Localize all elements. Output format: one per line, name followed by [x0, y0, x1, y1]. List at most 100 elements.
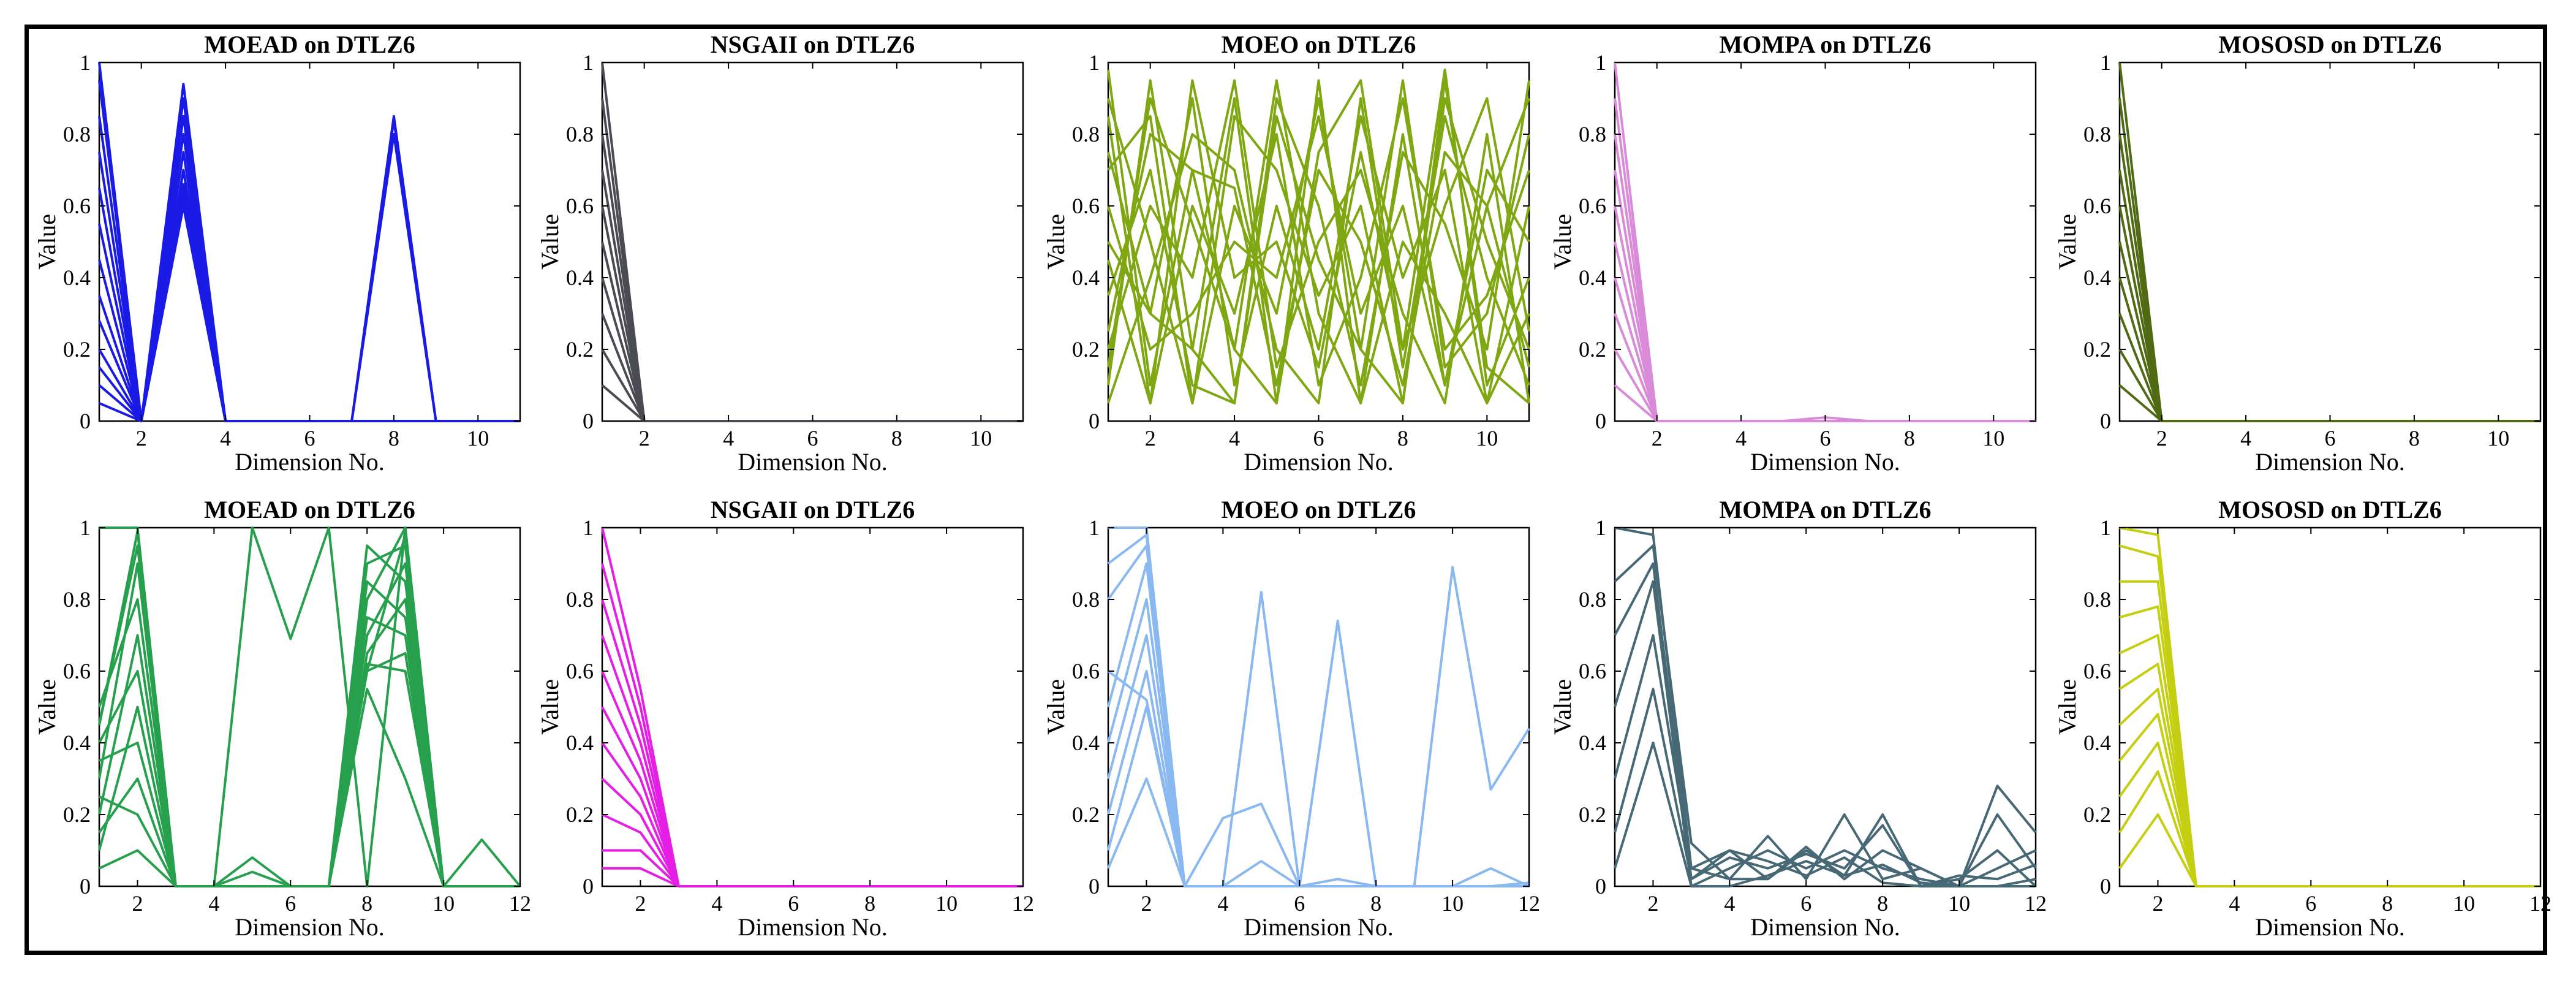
plot-area — [1614, 61, 2037, 422]
x-axis-label: Dimension No. — [235, 448, 384, 476]
y-tick-label: 0.6 — [566, 194, 594, 218]
y-tick-label: 0 — [1089, 409, 1100, 433]
y-axis-label: Value — [1549, 679, 1576, 735]
x-tick-label: 2 — [635, 891, 646, 916]
x-tick-label: 8 — [361, 891, 372, 916]
y-axis-label: Value — [2053, 214, 2081, 270]
x-tick-label: 6 — [285, 891, 296, 916]
plot-area — [2118, 61, 2542, 422]
x-tick-label: 8 — [2382, 891, 2393, 916]
x-tick-label: 2 — [1145, 426, 1156, 450]
series-line-10 — [1107, 777, 1529, 887]
x-tick-label: 8 — [1397, 426, 1408, 450]
y-axis-label: Value — [536, 214, 564, 270]
series-lines — [1107, 68, 1530, 405]
x-tick-label: 4 — [1229, 426, 1240, 450]
y-tick-label: 0.2 — [1579, 337, 1606, 362]
y-tick-label: 0.2 — [1579, 802, 1606, 827]
x-tick-label: 4 — [723, 426, 734, 450]
series-line-10 — [1107, 79, 1530, 405]
y-tick-label: 0.4 — [1072, 731, 1100, 755]
x-tick-label: 10 — [970, 426, 992, 450]
y-tick-label: 0.2 — [566, 337, 594, 362]
x-tick-label: 4 — [2240, 426, 2251, 450]
y-tick-label: 1 — [1089, 50, 1100, 75]
plot-area — [98, 61, 521, 422]
y-tick-label: 1 — [80, 515, 91, 540]
x-tick-label: 4 — [1736, 426, 1747, 450]
series-line-13 — [1107, 79, 1530, 405]
y-tick-label: 0.8 — [63, 122, 91, 146]
y-tick-label: 0.6 — [1579, 194, 1606, 218]
y-tick-label: 0.2 — [2083, 337, 2111, 362]
y-tick-label: 0.6 — [2083, 194, 2111, 218]
series-line-12 — [98, 544, 520, 887]
y-tick-label: 0.8 — [63, 587, 91, 612]
chart-title: MOEAD on DTLZ6 — [204, 31, 415, 58]
plot-area — [1107, 526, 1530, 887]
y-tick-label: 0.8 — [566, 587, 594, 612]
y-tick-label: 0.6 — [1072, 194, 1100, 218]
y-tick-label: 0.6 — [1072, 659, 1100, 683]
chart-panel-2: 2 4 6 8 10 0 0.2 0.4 0.6 0.8 1 NSGAII on DTLZ6 Dimen… — [536, 31, 1024, 476]
series-line-7 — [1614, 742, 2036, 887]
y-tick-label: 1 — [2100, 50, 2111, 75]
x-tick-label: 6 — [1313, 426, 1324, 450]
series-line-3 — [1107, 97, 1530, 405]
y-tick-label: 0.2 — [63, 337, 91, 362]
y-axis-label: Value — [1042, 214, 1070, 270]
y-tick-label: 1 — [80, 50, 91, 75]
x-tick-label: 2 — [132, 891, 143, 916]
x-tick-label: 4 — [711, 891, 722, 916]
x-tick-label: 10 — [1476, 426, 1498, 450]
x-tick-label: 6 — [788, 891, 799, 916]
y-tick-label: 0.4 — [2083, 731, 2111, 755]
y-tick-label: 0 — [583, 874, 594, 899]
y-tick-label: 0.8 — [2083, 122, 2111, 146]
x-tick-label: 2 — [1141, 891, 1152, 916]
x-tick-label: 2 — [639, 426, 650, 450]
x-tick-label: 2 — [1647, 891, 1658, 916]
x-tick-label: 10 — [1982, 426, 2004, 450]
y-tick-label: 0.8 — [566, 122, 594, 146]
x-tick-label: 2 — [2156, 426, 2167, 450]
x-axis-label: Dimension No. — [1244, 913, 1393, 941]
x-tick-label: 4 — [208, 891, 219, 916]
y-tick-label: 0.2 — [1072, 802, 1100, 827]
x-axis-label: Dimension No. — [1244, 448, 1393, 476]
plot-area — [601, 526, 1024, 887]
x-tick-label: 12 — [2529, 891, 2551, 916]
chart-panel-3: 2 4 6 8 10 0 0.2 0.4 0.6 0.8 1 MOEO on DTLZ6 Dimensi… — [1042, 31, 1530, 476]
chart-title: MOMPA on DTLZ6 — [1720, 31, 1932, 58]
y-tick-label: 0.6 — [2083, 659, 2111, 683]
chart-panel-10: 2 4 6 8 10 12 0 0.2 0.4 0.6 0.8 1 MOSOSD on DTLZ6 Dim… — [2053, 496, 2551, 941]
y-tick-label: 0.8 — [1579, 587, 1606, 612]
x-tick-label: 10 — [467, 426, 489, 450]
y-tick-label: 0.6 — [63, 659, 91, 683]
x-tick-label: 12 — [509, 891, 531, 916]
plot-area — [601, 61, 1024, 422]
series-line-7 — [1107, 80, 1530, 405]
x-axis-label: Dimension No. — [738, 913, 887, 941]
x-tick-label: 6 — [304, 426, 315, 450]
y-axis-label: Value — [33, 214, 61, 270]
series-lines — [1107, 526, 1530, 887]
y-tick-label: 1 — [583, 50, 594, 75]
y-tick-label: 0.8 — [1072, 587, 1100, 612]
x-tick-label: 4 — [220, 426, 231, 450]
y-tick-label: 0.4 — [63, 265, 91, 290]
chart-panel-6: 2 4 6 8 10 12 0 0.2 0.4 0.6 0.8 1 MOEAD on DTLZ6 Dime… — [33, 496, 531, 941]
series-lines — [2118, 526, 2540, 887]
y-tick-label: 0.6 — [63, 194, 91, 218]
chart-title: MOSOSD on DTLZ6 — [2218, 496, 2442, 523]
y-axis-label: Value — [2053, 679, 2081, 735]
chart-title: MOMPA on DTLZ6 — [1720, 496, 1932, 523]
x-tick-label: 6 — [1820, 426, 1831, 450]
y-tick-label: 0.2 — [1072, 337, 1100, 362]
chart-panel-8: 2 4 6 8 10 12 0 0.2 0.4 0.6 0.8 1 MOEO on DTLZ6 Dimen… — [1042, 496, 1540, 941]
x-tick-label: 8 — [1370, 891, 1381, 916]
x-tick-label: 6 — [2325, 426, 2336, 450]
x-tick-label: 2 — [136, 426, 147, 450]
y-tick-label: 0.4 — [63, 731, 91, 755]
y-tick-label: 0.4 — [566, 731, 594, 755]
